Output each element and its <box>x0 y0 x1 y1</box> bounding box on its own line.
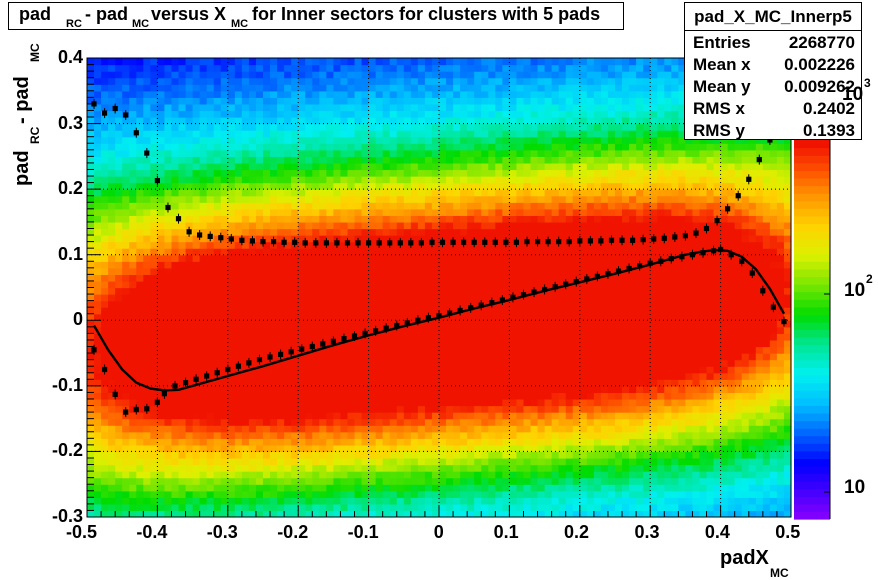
y-label-part-2: - pad <box>11 76 34 124</box>
y-tick-label: 0 <box>73 309 83 330</box>
colorbar-cell <box>794 284 830 292</box>
colorbar-cell <box>794 216 830 224</box>
x-tick-label: -0.2 <box>277 522 308 543</box>
y-tick-label: 0.4 <box>58 47 83 68</box>
stats-row-rms-y: RMS y 0.1393 <box>693 118 855 144</box>
colorbar-cell <box>794 307 830 315</box>
y-label-sub-2: MC <box>28 43 42 62</box>
y-tick-label: -0.1 <box>52 375 83 396</box>
colorbar-cell <box>794 185 830 193</box>
colorbar-cell <box>794 170 830 178</box>
colorbar-cell <box>794 420 830 428</box>
colorbar-cell <box>794 390 830 398</box>
colorbar-cell <box>794 466 830 474</box>
colorbar-cell <box>794 405 830 413</box>
colorbar-cell <box>794 155 830 163</box>
y-tick-label: 0.2 <box>58 178 83 199</box>
colorbar-cell <box>794 292 830 300</box>
colorbar-cell <box>794 398 830 406</box>
colorbar-cell <box>794 163 830 171</box>
colorbar-cell <box>794 458 830 466</box>
colorbar-cell <box>794 269 830 277</box>
colorbar-cell <box>794 223 830 231</box>
x-tick-label: 0 <box>434 522 444 543</box>
colorbar-cell <box>794 489 830 497</box>
y-tick-label: -0.2 <box>52 440 83 461</box>
stats-key: RMS y <box>693 118 745 144</box>
colorbar-cell <box>794 481 830 489</box>
x-tick-label: 0.1 <box>494 522 519 543</box>
y-tick-label: 0.1 <box>58 244 83 265</box>
colorbar-cell <box>794 239 830 247</box>
colorbar-cell <box>794 193 830 201</box>
colorbar-cell <box>794 443 830 451</box>
color-bar <box>794 100 830 520</box>
colorbar-cell <box>794 330 830 338</box>
y-label-sub-1: RC <box>28 127 42 144</box>
colorbar-cell <box>794 474 830 482</box>
y-tick-label: -0.3 <box>52 506 83 527</box>
colorbar-cell <box>794 496 830 504</box>
colorbar-cell <box>794 436 830 444</box>
colorbar-cell <box>794 254 830 262</box>
colorbar-cell <box>794 504 830 512</box>
colorbar-cell <box>794 148 830 156</box>
colorbar-cell <box>794 367 830 375</box>
colorbar-cell <box>794 261 830 269</box>
colorbar-cell <box>794 345 830 353</box>
colorbar-cell <box>794 246 830 254</box>
colorbar-cell <box>794 413 830 421</box>
colorbar-cell <box>794 360 830 368</box>
colorbar-cell <box>794 231 830 239</box>
colorbar-label-10: 10 <box>844 477 865 499</box>
colorbar-cell <box>794 322 830 330</box>
colorbar-exp-2: 2 <box>866 272 873 286</box>
x-label-part-1: padX <box>720 547 769 570</box>
stats-title: pad_X_MC_Innerp5 <box>685 3 861 31</box>
colorbar-label-1000: 10 <box>842 84 863 106</box>
colorbar-cell <box>794 428 830 436</box>
x-tick-label: 0.4 <box>705 522 730 543</box>
colorbar-cell <box>794 511 830 519</box>
colorbar-label-100: 10 <box>844 280 865 302</box>
x-tick-label: 0.2 <box>564 522 589 543</box>
colorbar-cell <box>794 451 830 459</box>
colorbar-cell <box>794 352 830 360</box>
colorbar-cell <box>794 383 830 391</box>
x-tick-label: 0.3 <box>634 522 659 543</box>
colorbar-cell <box>794 375 830 383</box>
x-tick-label: 0.5 <box>775 522 800 543</box>
colorbar-cell <box>794 208 830 216</box>
colorbar-cell <box>794 201 830 209</box>
colorbar-cell <box>794 276 830 284</box>
colorbar-cell <box>794 178 830 186</box>
colorbar-exp-3: 3 <box>864 76 871 90</box>
y-axis-label: pad RC - pad MC <box>8 48 38 198</box>
y-tick-label: 0.3 <box>58 113 83 134</box>
colorbar-cell <box>794 299 830 307</box>
stats-value: 0.1393 <box>803 118 855 144</box>
x-tick-label: -0.4 <box>136 522 167 543</box>
x-tick-label: -0.1 <box>348 522 379 543</box>
x-tick-label: -0.3 <box>207 522 238 543</box>
colorbar-cell <box>794 314 830 322</box>
stats-box: pad_X_MC_Innerp5 Entries 2268770 Mean x … <box>684 2 862 140</box>
colorbar-cell <box>794 337 830 345</box>
y-label-part-1: pad <box>11 150 34 186</box>
